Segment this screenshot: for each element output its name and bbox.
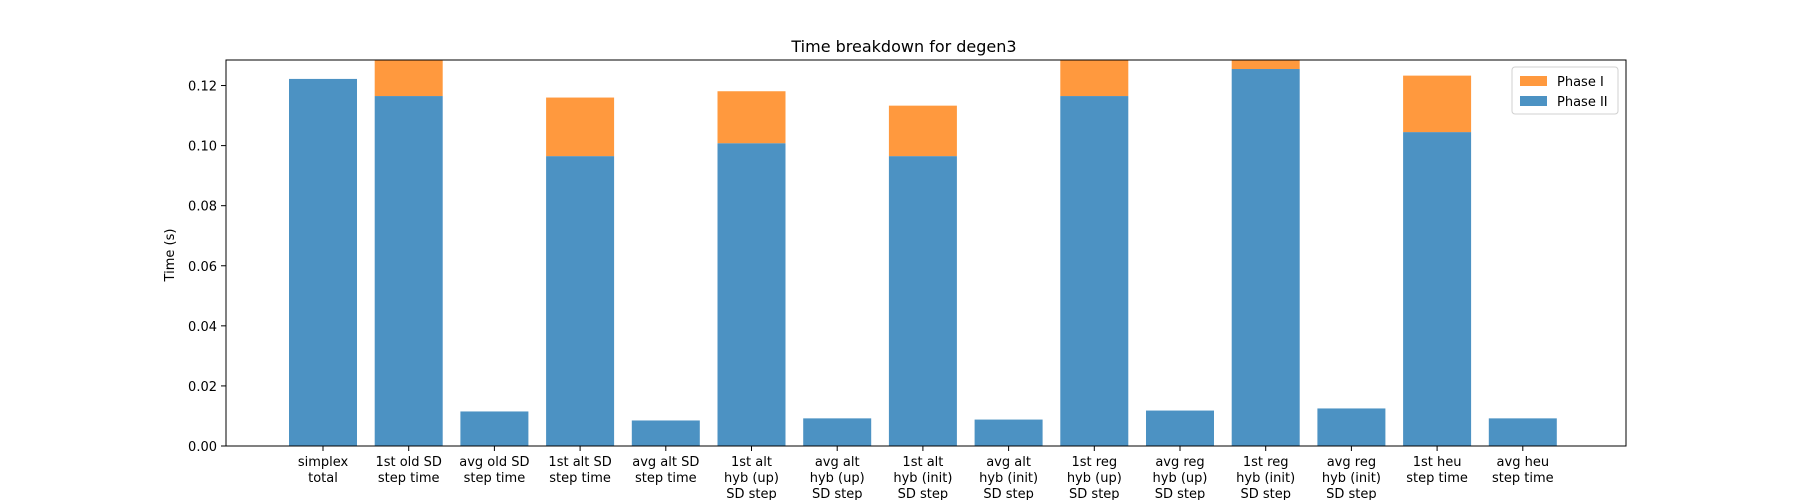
legend-swatch-phase-ii	[1520, 96, 1547, 106]
x-tick-label: 1st alt hyb (up) SD step	[724, 455, 779, 500]
bar-phase-ii-8	[974, 419, 1043, 446]
bar-phase-ii-2	[460, 411, 529, 446]
x-tick-label: avg alt SD step time	[632, 455, 699, 486]
bar-phase-ii-13	[1403, 132, 1472, 446]
y-tick-label: 0.00	[188, 440, 217, 455]
bar-phase-i-7	[888, 105, 957, 157]
bar-phase-i-5	[717, 91, 786, 144]
bar-phase-i-13	[1403, 75, 1472, 133]
x-tick-label: 1st alt SD step time	[548, 455, 611, 486]
bar-phase-ii-10	[1146, 410, 1214, 446]
x-tick-label: simplex total	[298, 455, 349, 486]
axes-layer: simplex total 1st old SD step time avg old S…	[188, 59, 1627, 502]
bar-phase-ii-5	[717, 143, 786, 447]
x-tick-label: 1st alt hyb (init) SD step	[893, 455, 952, 500]
x-tick-label: avg heu step time	[1492, 455, 1554, 486]
plot-frame	[225, 59, 1627, 447]
bar-phase-ii-4	[631, 420, 700, 446]
y-tick-label: 0.02	[188, 380, 217, 395]
x-tick-label: 1st reg hyb (up) SD step	[1067, 455, 1122, 500]
bar-phase-i-3	[546, 97, 615, 157]
x-tick-label: 1st heu step time	[1406, 455, 1468, 486]
x-tick-label: avg reg hyb (up) SD step	[1153, 455, 1208, 500]
bar-phase-i-11	[1231, 60, 1300, 70]
bar-phase-ii-9	[1060, 96, 1129, 446]
bar-phase-ii-12	[1317, 408, 1386, 446]
bar-phase-ii-3	[546, 156, 615, 446]
x-tick-label: avg alt hyb (up) SD step	[810, 455, 865, 500]
bar-phase-ii-6	[803, 418, 872, 446]
legend-swatch-phase-i	[1520, 76, 1547, 86]
bar-phase-i-1	[374, 60, 443, 97]
bar-phase-ii-0	[289, 78, 357, 447]
bar-phase-ii-1	[374, 96, 443, 446]
bar-phase-i-9	[1060, 60, 1129, 97]
legend-label-phase-ii: Phase II	[1557, 95, 1608, 110]
y-tick-label: 0.06	[188, 260, 217, 275]
y-tick-label: 0.12	[188, 80, 217, 95]
y-tick-label: 0.10	[188, 140, 217, 155]
x-tick-label: avg reg hyb (init) SD step	[1322, 455, 1381, 500]
y-axis-title: Time (s)	[163, 229, 178, 283]
legend-label-phase-i: Phase I	[1557, 75, 1604, 90]
x-tick-label: 1st reg hyb (init) SD step	[1236, 455, 1295, 500]
x-tick-label: 1st old SD step time	[375, 455, 442, 486]
bars-layer	[289, 60, 1557, 447]
bar-phase-ii-14	[1488, 418, 1557, 446]
bar-phase-ii-7	[888, 156, 957, 446]
x-tick-label: avg alt hyb (init) SD step	[979, 455, 1038, 500]
bar-phase-ii-11	[1231, 69, 1300, 447]
chart-title: Time breakdown for degen3	[790, 37, 1016, 56]
y-tick-label: 0.08	[188, 200, 217, 215]
x-tick-label: avg old SD step time	[459, 455, 529, 486]
legend: Phase I Phase II	[1511, 66, 1619, 115]
y-tick-label: 0.04	[188, 320, 217, 335]
